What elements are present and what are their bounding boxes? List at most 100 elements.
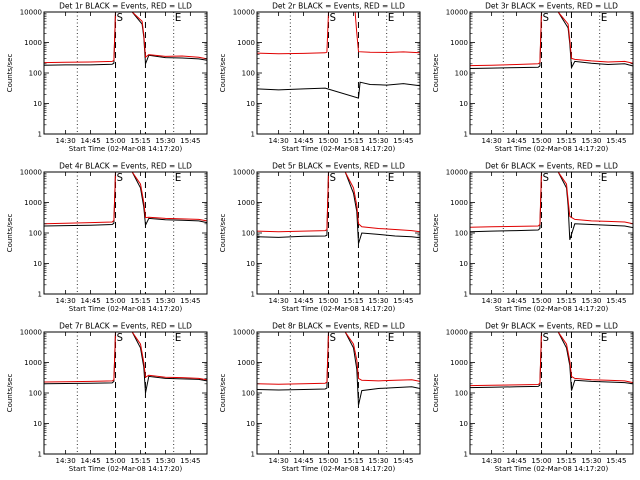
x-tick-label: 15:00	[318, 137, 338, 145]
chart-title: Det 9r BLACK = Events, RED = LLD	[485, 322, 618, 331]
x-tick-label: 14:45	[506, 137, 526, 145]
y-tick-label: 100	[242, 390, 255, 398]
series-line-events	[43, 331, 208, 394]
x-tick-label: 14:30	[269, 457, 289, 465]
y-tick-label: 10	[459, 100, 468, 108]
y-tick-label: 100	[242, 70, 255, 78]
y-axis-label: Counts/sec	[219, 54, 227, 93]
y-tick-label: 1000	[450, 359, 468, 367]
x-tick-label: 15:15	[130, 137, 150, 145]
y-tick-label: 1	[251, 451, 255, 459]
y-tick-label: 10	[246, 100, 255, 108]
x-tick-label: 15:30	[368, 137, 388, 145]
x-tick-label: 14:45	[506, 457, 526, 465]
x-tick-label: 15:15	[556, 297, 576, 305]
y-axis-label: Counts/sec	[6, 54, 14, 93]
y-tick-label: 10000	[446, 169, 468, 177]
chart-panel-det1r: Det 1r BLACK = Events, RED = LLD S E 1 10 100…	[0, 0, 213, 160]
x-tick-label: 15:30	[581, 137, 601, 145]
y-tick-label: 1000	[24, 359, 42, 367]
y-tick-label: 10	[459, 260, 468, 268]
y-tick-label: 100	[242, 230, 255, 238]
x-tick-label: 14:45	[80, 137, 100, 145]
y-tick-label: 100	[29, 230, 42, 238]
x-tick-label: 15:00	[105, 297, 125, 305]
y-tick-label: 10000	[446, 9, 468, 17]
y-axis-label: Counts/sec	[432, 54, 440, 93]
y-tick-label: 1	[38, 451, 42, 459]
x-axis-label: Start Time (02-Mar-08 14:17:20)	[282, 305, 396, 313]
y-tick-label: 10	[33, 100, 42, 108]
x-tick-label: 15:30	[155, 137, 175, 145]
chart-panel-det2r: Det 2r BLACK = Events, RED = LLD S E 1 10 100…	[213, 0, 426, 160]
x-tick-label: 14:30	[56, 457, 76, 465]
x-tick-label: 15:00	[105, 457, 125, 465]
series-line-lld	[469, 331, 634, 387]
x-tick-label: 15:00	[531, 137, 551, 145]
x-tick-label: 15:30	[155, 457, 175, 465]
x-tick-label: 14:45	[293, 457, 313, 465]
x-tick-label: 15:45	[606, 137, 626, 145]
x-tick-label: 14:45	[293, 137, 313, 145]
plot-frame	[256, 171, 421, 295]
y-tick-label: 10000	[233, 169, 255, 177]
y-tick-label: 1000	[450, 199, 468, 207]
series-line-lld	[469, 171, 634, 228]
plot-frame	[43, 11, 208, 135]
plot-frame	[43, 171, 208, 295]
y-tick-label: 10000	[446, 329, 468, 337]
y-tick-label: 10	[33, 260, 42, 268]
chart-title: Det 1r BLACK = Events, RED = LLD	[59, 2, 192, 11]
x-tick-label: 15:15	[130, 457, 150, 465]
y-tick-label: 1000	[237, 39, 255, 47]
x-tick-label: 15:45	[180, 297, 200, 305]
x-tick-label: 15:15	[343, 457, 363, 465]
y-tick-label: 1000	[237, 199, 255, 207]
plot-frame	[469, 331, 634, 455]
x-axis-label: Start Time (02-Mar-08 14:17:20)	[495, 145, 609, 153]
y-tick-label: 1	[464, 131, 468, 139]
plot-frame	[256, 331, 421, 455]
x-tick-label: 15:45	[180, 137, 200, 145]
marker-label-e: E	[175, 11, 182, 24]
x-tick-label: 14:30	[482, 457, 502, 465]
marker-label-s: S	[117, 11, 124, 24]
x-axis-label: Start Time (02-Mar-08 14:17:20)	[69, 305, 183, 313]
x-tick-label: 15:00	[318, 297, 338, 305]
chart-title: Det 2r BLACK = Events, RED = LLD	[272, 2, 405, 11]
x-tick-label: 15:30	[368, 457, 388, 465]
x-tick-label: 14:30	[56, 137, 76, 145]
chart-panel-det6r: Det 6r BLACK = Events, RED = LLD S E 1 10 100…	[426, 160, 639, 320]
x-axis-label: Start Time (02-Mar-08 14:17:20)	[495, 305, 609, 313]
y-tick-label: 1	[251, 131, 255, 139]
x-tick-label: 14:30	[269, 137, 289, 145]
x-tick-label: 15:30	[155, 297, 175, 305]
y-tick-label: 1000	[450, 39, 468, 47]
x-axis-label: Start Time (02-Mar-08 14:17:20)	[69, 465, 183, 473]
series-line-lld	[43, 171, 208, 225]
marker-label-e: E	[175, 171, 182, 184]
x-tick-label: 14:30	[482, 137, 502, 145]
series-line-lld	[256, 331, 421, 385]
y-tick-label: 1	[38, 131, 42, 139]
chart-title: Det 3r BLACK = Events, RED = LLD	[485, 2, 618, 11]
x-tick-label: 14:45	[80, 297, 100, 305]
chart-panel-det3r: Det 3r BLACK = Events, RED = LLD S E 1 10 100…	[426, 0, 639, 160]
series-line-lld	[256, 11, 421, 55]
x-tick-label: 15:45	[393, 297, 413, 305]
series-line-events	[43, 11, 208, 66]
chart-panel-det4r: Det 4r BLACK = Events, RED = LLD S E 1 10 100…	[0, 160, 213, 320]
chart-panel-det9r: Det 9r BLACK = Events, RED = LLD S E 1 10 100…	[426, 320, 639, 480]
x-tick-label: 15:30	[581, 297, 601, 305]
y-axis-label: Counts/sec	[6, 374, 14, 413]
y-tick-label: 10000	[20, 329, 42, 337]
y-tick-label: 10000	[20, 9, 42, 17]
x-axis-label: Start Time (02-Mar-08 14:17:20)	[282, 145, 396, 153]
marker-label-e: E	[175, 331, 182, 344]
x-tick-label: 15:00	[105, 137, 125, 145]
